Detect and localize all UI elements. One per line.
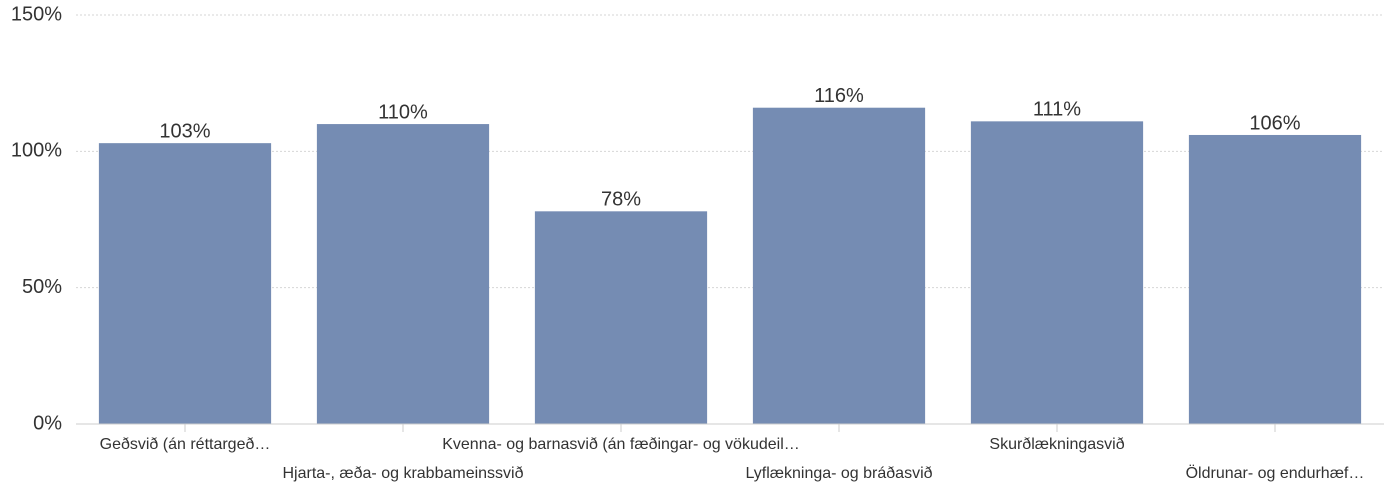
value-label: 111% [1033, 99, 1081, 121]
x-tick-label: Hjarta-, æða- og krabbameinssvið [283, 465, 524, 482]
y-tick-label: 0% [33, 412, 62, 434]
y-tick-label: 50% [22, 276, 62, 298]
x-tick-label: Lyflækninga- og bráðasvið [745, 465, 932, 482]
y-tick-label: 150% [11, 3, 62, 25]
value-label: 116% [814, 85, 864, 107]
y-tick-label: 100% [11, 140, 62, 162]
bar [98, 143, 272, 425]
value-label: 110% [378, 101, 428, 123]
bar [752, 107, 926, 424]
value-label: 103% [159, 120, 210, 142]
bar [970, 121, 1144, 424]
bar [316, 124, 490, 425]
x-tick-label: Skurðlækningasvið [989, 436, 1124, 453]
value-label: 78% [601, 189, 641, 211]
x-tick-label: Geðsvið (án réttargeð… [100, 436, 271, 453]
bar [534, 211, 708, 424]
value-label: 106% [1249, 112, 1300, 134]
x-tick-label: Kvenna- og barnasvið (án fæðingar- og vö… [442, 436, 800, 453]
bar [1188, 134, 1362, 424]
x-tick-label: Öldrunar- og endurhæf… [1186, 464, 1365, 482]
